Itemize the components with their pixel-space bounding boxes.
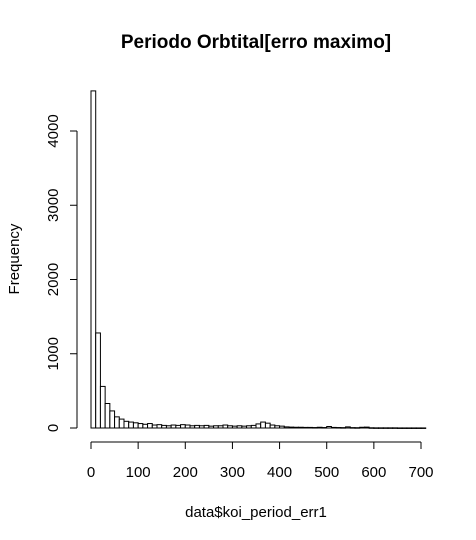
histogram-bar [411,427,417,429]
histogram-bar [401,427,408,429]
histogram-bar [147,423,153,429]
histogram-bar [151,424,158,429]
histogram-bar [198,425,205,429]
histogram-bar [382,427,389,429]
x-tick-label: 0 [87,464,95,481]
histogram-bar [264,422,271,429]
histogram-bar [170,424,177,429]
histogram-bar [330,426,337,429]
histogram-bar [90,90,97,429]
histogram-bar [283,426,290,429]
histogram-bar [321,427,328,429]
x-tick-label: 400 [267,464,292,481]
histogram-bar [123,420,130,429]
histogram-bar [213,425,219,429]
x-tick-label: 600 [361,464,386,481]
histogram-bar [189,425,196,429]
histogram-bar [165,425,172,429]
histogram-bar [415,427,422,429]
chart-title: Periodo Orbtital[erro maximo] [121,32,391,53]
histogram-bar [142,423,149,429]
histogram-bar [340,427,347,429]
histogram-bar [184,424,191,429]
histogram-bar [203,424,210,429]
histogram-bar [194,424,200,429]
histogram-bar [354,427,361,429]
histogram-bar [406,427,413,429]
histogram-bar [326,426,332,429]
histogram-bar [128,421,134,429]
histogram-bar [180,424,186,429]
histogram-bar [156,424,163,429]
histogram-bar [114,416,120,429]
histogram-bar [420,427,427,429]
histogram-bar [269,424,276,429]
bars-group [90,90,427,429]
x-tick-label: 700 [408,464,433,481]
histogram-bar [236,425,243,429]
histogram-bar [246,425,252,429]
histogram-bar [104,403,111,429]
x-tick-label: 100 [126,464,151,481]
y-tick-label: 2000 [45,263,62,296]
histogram-bar [137,423,144,429]
histogram-bar [255,423,262,429]
histogram-bar [279,425,285,429]
histogram-bar [368,427,375,429]
histogram-bar [274,425,281,429]
histogram-bar [307,426,314,429]
x-tick-label: 500 [314,464,339,481]
y-axis-label: Frequency [6,223,23,294]
histogram-bar [95,332,101,429]
histogram-bar [396,427,403,429]
histogram-bar [161,424,167,429]
x-axis-label: data$koi_period_err1 [185,504,327,521]
histogram-bar [359,426,365,429]
y-tick-label: 1000 [45,337,62,370]
x-axis: 0 100 200 300 400 500 600 700 [87,441,434,481]
histogram-bar [217,425,224,429]
histogram-bar [99,385,106,429]
histogram-bar [288,426,295,429]
x-tick-label: 300 [220,464,245,481]
histogram-bar [250,424,257,429]
histogram-bar [109,410,116,429]
histogram-bar [335,427,342,429]
histogram-bar [132,422,139,429]
histogram-bar [241,425,248,429]
histogram-bar [231,425,238,429]
histogram-bar [260,421,266,429]
histogram-bar [312,427,318,429]
histogram-bar [297,426,304,429]
histogram-bar [208,425,215,429]
histogram-bar [316,426,323,429]
y-tick-label: 4000 [45,114,62,147]
histogram-bar [392,427,398,429]
histogram-bar [118,418,125,429]
y-tick-label: 0 [45,424,62,432]
histogram-bar [227,425,233,429]
histogram-bar [387,427,394,429]
histogram-bar [175,424,182,429]
histogram-bar [349,427,356,429]
y-tick-label: 3000 [45,189,62,222]
histogram-bar [302,426,309,429]
histogram-bar [378,427,384,429]
y-axis: 0 1000 2000 3000 4000 [45,114,78,432]
x-tick-label: 200 [173,464,198,481]
histogram-bar [222,424,229,429]
histogram-bar [363,426,370,429]
histogram-bar [345,426,351,429]
histogram-bar [373,427,380,429]
histogram-bar [293,426,299,429]
